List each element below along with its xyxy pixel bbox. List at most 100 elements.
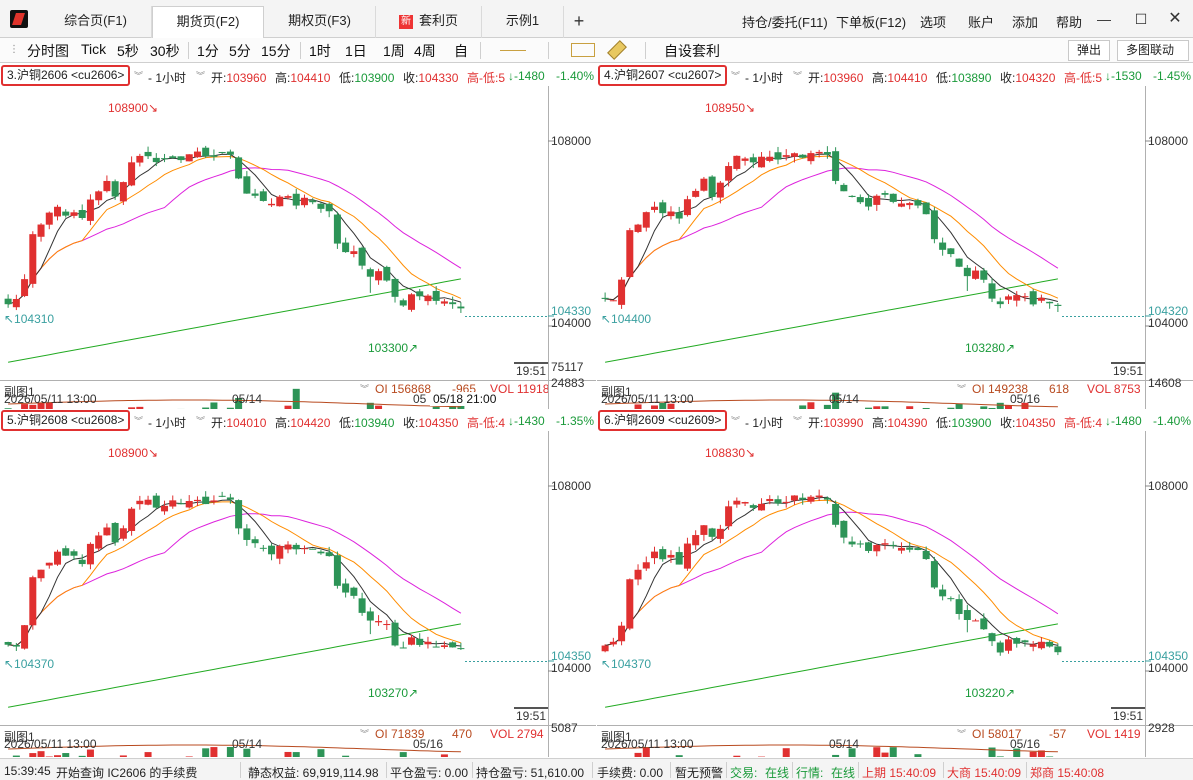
price-tick: 108000 (551, 134, 592, 148)
candle-body (391, 622, 399, 646)
chart-panel[interactable]: 3.沪铜2606 <cu2606> ︾ - 1小时 ︾ 开:103960 高:104410… (0, 64, 596, 412)
candle-body (284, 544, 292, 550)
period-1h[interactable]: 1时 (309, 43, 331, 59)
contract-selector[interactable]: 6.沪铜2609 <cu2609> (598, 410, 728, 431)
rect-tool-icon[interactable] (571, 43, 595, 57)
eraser-icon[interactable] (607, 40, 627, 60)
period-1m[interactable]: 1分 (197, 43, 219, 59)
volume-bar (881, 752, 889, 757)
candle-body (432, 290, 440, 301)
menu-positions[interactable]: 持仓/委托(F11) (742, 15, 828, 30)
candle-body (609, 300, 617, 302)
kline-chart[interactable] (597, 86, 1193, 412)
tab-example1[interactable]: 示例1 (482, 6, 564, 38)
period-1d[interactable]: 1日 (345, 43, 367, 59)
high-annotation: 108950↘ (705, 101, 756, 115)
tab-futures[interactable]: 期货页(F2) (152, 6, 264, 39)
volume-bar (317, 749, 325, 757)
volume-bar (292, 752, 300, 757)
candle-body (4, 642, 12, 645)
menu-add[interactable]: 添加 (1012, 15, 1039, 30)
candle-body (375, 621, 383, 623)
oi-value: OI 156868 (375, 382, 432, 396)
period-15m[interactable]: 15分 (261, 43, 291, 59)
volume-bar (873, 747, 881, 757)
period-4w[interactable]: 4周 (414, 43, 436, 59)
period-5m[interactable]: 5分 (229, 43, 251, 59)
chart-panel[interactable]: 5.沪铜2608 <cu2608> ︾ - 1小时 ︾ 开:104010 高:104420… (0, 409, 596, 757)
period-1w[interactable]: 1周 (383, 43, 405, 59)
contract-selector[interactable]: 5.沪铜2608 <cu2608> (1, 410, 131, 431)
change-value: ↓-1430 (508, 414, 545, 428)
add-tab-icon[interactable]: + (573, 11, 585, 31)
tab-overview[interactable]: 综合页(F1) (40, 6, 152, 38)
chevron-down-icon: ︾ (134, 416, 144, 426)
volume-bar (29, 404, 37, 412)
menu-account[interactable]: 账户 (968, 15, 995, 30)
candle-body (292, 193, 300, 206)
kline-chart[interactable] (0, 86, 596, 412)
candle-body (749, 157, 757, 163)
time-label: 19:51 (1111, 362, 1146, 378)
period-5s[interactable]: 5秒 (117, 43, 139, 59)
candle-body (832, 503, 840, 525)
tab-arbitrage[interactable]: 新套利页 (376, 6, 482, 38)
volume-bar (375, 405, 383, 412)
maximize-icon[interactable]: ☐ (1134, 11, 1148, 27)
volume-bar (634, 404, 642, 412)
price-tick: 108000 (551, 479, 592, 493)
contract-selector[interactable]: 4.沪铜2607 <cu2607> (598, 65, 728, 86)
vol-value: VOL 2794 (490, 727, 544, 741)
candle-body (432, 646, 440, 648)
menu-help[interactable]: 帮助 (1056, 15, 1083, 30)
candle-body (226, 497, 234, 500)
candle-body (716, 182, 724, 198)
volume-bar (1004, 405, 1012, 412)
candle-body (152, 157, 160, 163)
minimize-icon[interactable]: — (1097, 11, 1111, 27)
period-label[interactable]: - 1小时 (148, 71, 187, 85)
close-icon[interactable]: ✕ (1168, 10, 1182, 27)
status-position-pl: 持仓盈亏: 51,610.00 (476, 766, 585, 780)
close-label: 收:104330 (403, 71, 459, 85)
chart-panel[interactable]: 4.沪铜2607 <cu2607> ︾ - 1小时 ︾ 开:103960 高:104410… (597, 64, 1193, 412)
chart-bg (597, 431, 1193, 757)
status-time: 15:39:45 (4, 764, 51, 778)
menu-order-board[interactable]: 下单板(F12) (836, 15, 907, 30)
candle-body (667, 554, 675, 558)
change-value: ↓-1480 (1105, 414, 1142, 428)
period-30s[interactable]: 30秒 (150, 43, 180, 59)
multi-link-dropdown[interactable]: 多图联动▼ (1117, 40, 1189, 75)
candle-body (823, 497, 831, 500)
custom-arbitrage[interactable]: 自设套利 (664, 43, 720, 59)
period-custom[interactable]: 自 (454, 43, 468, 59)
kline-chart[interactable] (0, 431, 596, 757)
period-timeshare[interactable]: 分时图 (27, 43, 69, 59)
date-start: 2026/05/11 13:00 (4, 392, 97, 406)
candle-body (1054, 304, 1062, 306)
candle-body (972, 270, 980, 279)
popup-button[interactable]: 弹出 (1068, 40, 1111, 61)
dropdown-label: 多图联动 (1126, 43, 1175, 57)
candle-body (930, 210, 938, 240)
candle-body (210, 500, 218, 502)
period-tick[interactable]: Tick (81, 41, 107, 57)
chart-panel[interactable]: 6.沪铜2609 <cu2609> ︾ - 1小时 ︾ 开:103990 高:104390… (597, 409, 1193, 757)
panel-body: ︾MA(5) 104236.00MA(10) 104363.00MA(20) 1… (597, 86, 1193, 412)
candle-body (1021, 640, 1029, 643)
period-label[interactable]: - 1小时 (148, 416, 187, 430)
menu-options[interactable]: 选项 (920, 15, 947, 30)
status-bar: 15:39:45 开始查询 IC2606 的手续费 静态权益: 69,919,1… (0, 758, 1193, 780)
candle-body (325, 203, 333, 212)
period-label[interactable]: - 1小时 (745, 416, 784, 430)
line-tool-icon[interactable] (500, 50, 526, 51)
ma60-line (605, 278, 1058, 363)
low-value: 103900 (354, 71, 395, 85)
candle-body (103, 527, 111, 536)
divider (188, 42, 189, 59)
candle-body (922, 202, 930, 215)
period-label[interactable]: - 1小时 (745, 71, 784, 85)
kline-chart[interactable] (597, 431, 1193, 757)
contract-selector[interactable]: 3.沪铜2606 <cu2606> (1, 65, 131, 86)
tab-options[interactable]: 期权页(F3) (264, 6, 376, 38)
